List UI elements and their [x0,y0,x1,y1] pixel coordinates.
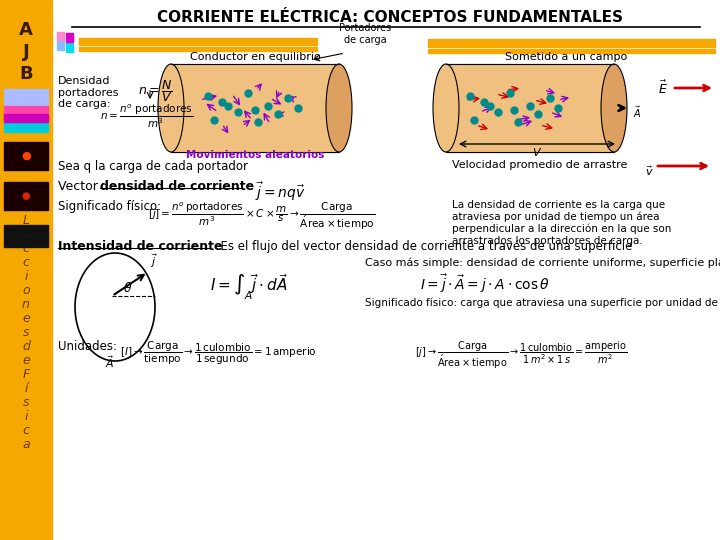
Bar [79,47,317,51]
Text: s: s [23,326,30,339]
Ellipse shape [158,64,184,152]
Text: CORRIENTE ELÉCTRICA: CONCEPTOS FUNDAMENTALES: CORRIENTE ELÉCTRICA: CONCEPTOS FUNDAMENT… [157,10,623,24]
Text: Sometido a un campo: Sometido a un campo [505,52,627,62]
Text: Movimientos aleatorios: Movimientos aleatorios [186,150,324,160]
Text: La densidad de corriente es la carga que
atraviesa por unidad de tiempo un área
: La densidad de corriente es la carga que… [452,200,671,246]
Text: ●: ● [21,151,31,161]
Text: o: o [22,284,30,296]
Bar [79,38,317,45]
Text: i: i [24,409,28,422]
Bar [4,114,48,122]
Text: c: c [22,423,30,436]
Bar [428,39,715,47]
Bar [446,64,614,152]
Bar [4,142,48,170]
Text: J: J [22,43,30,61]
Text: $[I]\rightarrow\dfrac{\mathrm{Carga}}{\mathrm{tiempo}}\rightarrow\dfrac{1\,\math: $[I]\rightarrow\dfrac{\mathrm{Carga}}{\m… [120,340,317,367]
Text: $\vec{j}$: $\vec{j}$ [150,252,158,270]
Text: $\vec{j} = nq\vec{v}$: $\vec{j} = nq\vec{v}$ [255,180,305,202]
Text: e: e [22,354,30,367]
Text: Intensidad de corriente: Intensidad de corriente [58,240,222,253]
Text: a: a [22,437,30,450]
Text: $I = \int_A \vec{j}\cdot d\vec{A}$: $I = \int_A \vec{j}\cdot d\vec{A}$ [210,272,289,301]
Bar [428,49,715,53]
Text: L: L [22,213,30,226]
Text: $n = \dfrac{n^o \mathrm{\ portadores}}{m^3}$: $n = \dfrac{n^o \mathrm{\ portadores}}{m… [100,103,193,131]
Text: Significado físico:: Significado físico: [58,200,161,213]
Text: i: i [24,269,28,282]
Bar [171,64,339,152]
Bar [57,40,64,50]
Text: e: e [22,312,30,325]
Text: F: F [22,368,30,381]
Text: $n = \dfrac{N}{V}$: $n = \dfrac{N}{V}$ [138,78,173,104]
Bar [0,0,52,540]
Text: A: A [19,21,33,39]
Ellipse shape [433,64,459,152]
Text: Caso más simple: densidad de corriente uniforme, superficie plana: Caso más simple: densidad de corriente u… [365,258,720,268]
Text: Conductor en equilibrio: Conductor en equilibrio [189,52,320,62]
Text: · · ·: · · · [20,233,32,239]
Text: B: B [19,65,33,83]
Text: Unidades:: Unidades: [58,340,117,353]
Text: d: d [22,340,30,353]
Text: $V$: $V$ [532,146,542,158]
Bar [4,121,48,132]
Text: $\vec{v}$: $\vec{v}$ [645,164,654,178]
Text: $\theta$: $\theta$ [123,281,132,295]
Text: Densidad
portadores
de carga:: Densidad portadores de carga: [58,76,119,109]
Text: c: c [22,255,30,268]
Text: Vector: Vector [58,180,102,193]
Bar [4,182,48,210]
Bar [66,33,73,42]
Text: $\vec{A}$: $\vec{A}$ [633,104,642,120]
Ellipse shape [326,64,352,152]
Text: e: e [22,227,30,240]
Text: Velocidad promedio de arrastre: Velocidad promedio de arrastre [452,160,627,170]
Text: $\vec{E}$: $\vec{E}$ [658,79,668,97]
Text: $\vec{A}$: $\vec{A}$ [105,354,114,370]
Text: í: í [24,381,28,395]
Text: Sea q la carga de cada portador: Sea q la carga de cada portador [58,160,248,173]
Bar [66,43,73,52]
Text: Significado físico: carga que atraviesa una superficie por unidad de tiempo: Significado físico: carga que atraviesa … [365,298,720,308]
Text: ●: ● [22,191,30,201]
Ellipse shape [601,64,627,152]
Text: $[j]=\dfrac{n^o\,\mathrm{portadores}}{m^3}\times C\times\dfrac{m}{s}\rightarrow\: $[j]=\dfrac{n^o\,\mathrm{portadores}}{m^… [148,200,375,232]
Bar [4,225,48,247]
Text: densidad de corriente: densidad de corriente [100,180,254,193]
Text: n: n [22,298,30,310]
Text: s: s [23,395,30,408]
Bar [4,106,48,119]
Text: Portadores
de carga: Portadores de carga [339,23,391,45]
Bar [57,32,64,40]
Bar [4,89,48,105]
Text: c: c [22,241,30,254]
Text: $I = \vec{j}\cdot\vec{A} = j\cdot A\cdot\cos\theta$: $I = \vec{j}\cdot\vec{A} = j\cdot A\cdot… [420,272,550,295]
Text: Es el flujo del vector densidad de corriente a través de una superficie: Es el flujo del vector densidad de corri… [213,240,632,253]
Text: $[j]\rightarrow\dfrac{\mathrm{Carga}}{\mathrm{\acute{A}rea}\times\mathrm{tiempo}: $[j]\rightarrow\dfrac{\mathrm{Carga}}{\m… [415,340,627,372]
